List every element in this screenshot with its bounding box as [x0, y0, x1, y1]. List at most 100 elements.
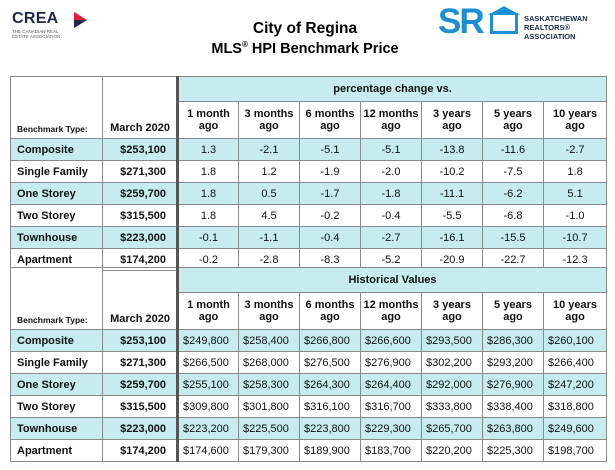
hist-value-cell: $302,200: [421, 351, 483, 374]
hist-value-cell: $225,300: [482, 439, 544, 462]
pct-period-1m: 1 month ago: [177, 101, 239, 139]
pct-value-cell: 1.8: [177, 160, 239, 183]
hist-header-march-label: March 2020: [110, 313, 170, 325]
period-ago: ago: [565, 120, 585, 132]
crea-logo-mark-lower-icon: [74, 20, 87, 28]
pct-value-cell: 1.8: [542, 160, 608, 183]
benchmark-type-name: Apartment: [10, 439, 103, 462]
sra-line-1: SASKATCHEWAN: [524, 14, 588, 23]
hist-value-cell: $266,500: [177, 351, 239, 374]
pct-value-cell: -8.3: [299, 248, 361, 271]
crea-logo: CREA The Canadian Real Estate Associatio…: [12, 10, 112, 46]
period-label: 1 month: [187, 107, 230, 120]
hist-value-cell: $293,200: [482, 351, 544, 374]
pct-period-12m: 12 months ago: [360, 101, 422, 139]
benchmark-price: $253,100: [102, 138, 179, 161]
hist-value-cell: $249,600: [542, 417, 608, 440]
pct-section-heading: percentage change vs.: [176, 76, 608, 102]
hist-value-cell: $260,100: [542, 329, 608, 352]
benchmark-price: $174,200: [102, 248, 179, 271]
hist-value-cell: $266,400: [542, 351, 608, 374]
pct-value-cell: -5.1: [299, 138, 361, 161]
pct-value-cell: -0.1: [177, 226, 239, 249]
hist-value-cell: $265,700: [421, 417, 483, 440]
pct-row: Townhouse $223,000 -0.1 -1.1 -0.4 -2.7 -16.1 -1…: [10, 226, 608, 249]
hist-value-cell: $263,800: [482, 417, 544, 440]
period-label: 12 months: [363, 298, 419, 311]
pct-header-march: March 2020: [102, 76, 179, 139]
hist-value-cell: $276,500: [299, 351, 361, 374]
hist-period-6m: 6 months ago: [299, 292, 361, 330]
sra-logo-letters: SR: [438, 2, 485, 41]
pct-value-cell: -0.4: [299, 226, 361, 249]
hist-value-cell: $266,800: [299, 329, 361, 352]
hist-value-cell: $264,300: [299, 373, 361, 396]
period-label: 12 months: [363, 107, 419, 120]
hist-period-3m: 3 months ago: [238, 292, 300, 330]
pct-value-cell: 1.2: [238, 160, 300, 183]
benchmark-price: $259,700: [102, 373, 179, 396]
hist-value-cell: $225,500: [238, 417, 300, 440]
benchmark-price: $253,100: [102, 329, 179, 352]
hist-row: Single Family $271,300 $266,500 $268,000 $27…: [10, 351, 608, 374]
report-subtitle: MLS® HPI Benchmark Price: [180, 40, 430, 57]
hist-value-cell: $318,800: [542, 395, 608, 418]
pct-value-cell: -5.2: [360, 248, 422, 271]
benchmark-price: $174,200: [102, 439, 179, 462]
subtitle-rest: HPI Benchmark Price: [247, 40, 399, 57]
subtitle-registered-mark: ®: [241, 40, 248, 49]
benchmark-type-name: Single Family: [10, 160, 103, 183]
sra-house-icon: [490, 13, 518, 34]
pct-value-cell: -7.5: [482, 160, 544, 183]
hist-value-cell: $183,700: [360, 439, 422, 462]
hist-row: Townhouse $223,000 $223,200 $225,500 $223,80…: [10, 417, 608, 440]
period-label: 3 years: [433, 107, 471, 120]
pct-period-6m: 6 months ago: [299, 101, 361, 139]
hist-value-cell: $266,600: [360, 329, 422, 352]
pct-value-cell: 0.5: [238, 182, 300, 205]
period-ago: ago: [259, 311, 279, 323]
benchmark-type-name: Composite: [10, 138, 103, 161]
period-label: 10 years: [553, 107, 598, 120]
hist-period-5y: 5 years ago: [482, 292, 544, 330]
benchmark-type-name: Townhouse: [10, 417, 103, 440]
benchmark-type-name: Composite: [10, 329, 103, 352]
hist-value-cell: $338,400: [482, 395, 544, 418]
pct-value-cell: 5.1: [542, 182, 608, 205]
hist-value-cell: $309,800: [177, 395, 239, 418]
hist-value-cell: $189,900: [299, 439, 361, 462]
pct-value-cell: -16.1: [421, 226, 483, 249]
pct-period-5y: 5 years ago: [482, 101, 544, 139]
pct-header-march-label: March 2020: [110, 122, 170, 134]
hist-period-3y: 3 years ago: [421, 292, 483, 330]
pct-value-cell: 1.3: [177, 138, 239, 161]
pct-value-cell: -0.4: [360, 204, 422, 227]
crea-logo-word: CREA: [12, 10, 59, 27]
hist-period-1m: 1 month ago: [177, 292, 239, 330]
hist-value-cell: $276,900: [360, 351, 422, 374]
benchmark-type-name: Two Storey: [10, 395, 103, 418]
benchmark-type-name: Two Storey: [10, 204, 103, 227]
hist-section-heading: Historical Values: [176, 267, 608, 293]
hist-value-cell: $286,300: [482, 329, 544, 352]
period-label: 1 month: [187, 298, 230, 311]
historical-values-table: Benchmark Type: March 2020 Historical Va…: [10, 267, 608, 462]
sra-line-3: ASSOCIATION: [524, 32, 576, 41]
hist-value-cell: $174,600: [177, 439, 239, 462]
period-ago: ago: [442, 311, 462, 323]
hist-header-benchmark-type: Benchmark Type:: [17, 315, 88, 325]
pct-value-cell: -2.8: [238, 248, 300, 271]
pct-value-cell: 1.8: [177, 182, 239, 205]
pct-period-3y: 3 years ago: [421, 101, 483, 139]
hist-value-cell: $301,800: [238, 395, 300, 418]
pct-row: Apartment $174,200 -0.2 -2.8 -8.3 -5.2 -20.9 -2…: [10, 248, 608, 271]
hist-header-type-blank: Benchmark Type:: [10, 267, 103, 330]
hist-value-cell: $258,400: [238, 329, 300, 352]
hist-value-cell: $258,300: [238, 373, 300, 396]
hist-value-cell: $264,400: [360, 373, 422, 396]
hist-value-cell: $333,800: [421, 395, 483, 418]
pct-row: Two Storey $315,500 1.8 4.5 -0.2 -0.4 -5.5 -6.8…: [10, 204, 608, 227]
period-label: 10 years: [552, 298, 598, 311]
hist-period-header-row: 1 month ago 3 months ago 6 months ago 12 mo…: [11, 292, 608, 330]
period-label: 3 years: [433, 298, 471, 311]
